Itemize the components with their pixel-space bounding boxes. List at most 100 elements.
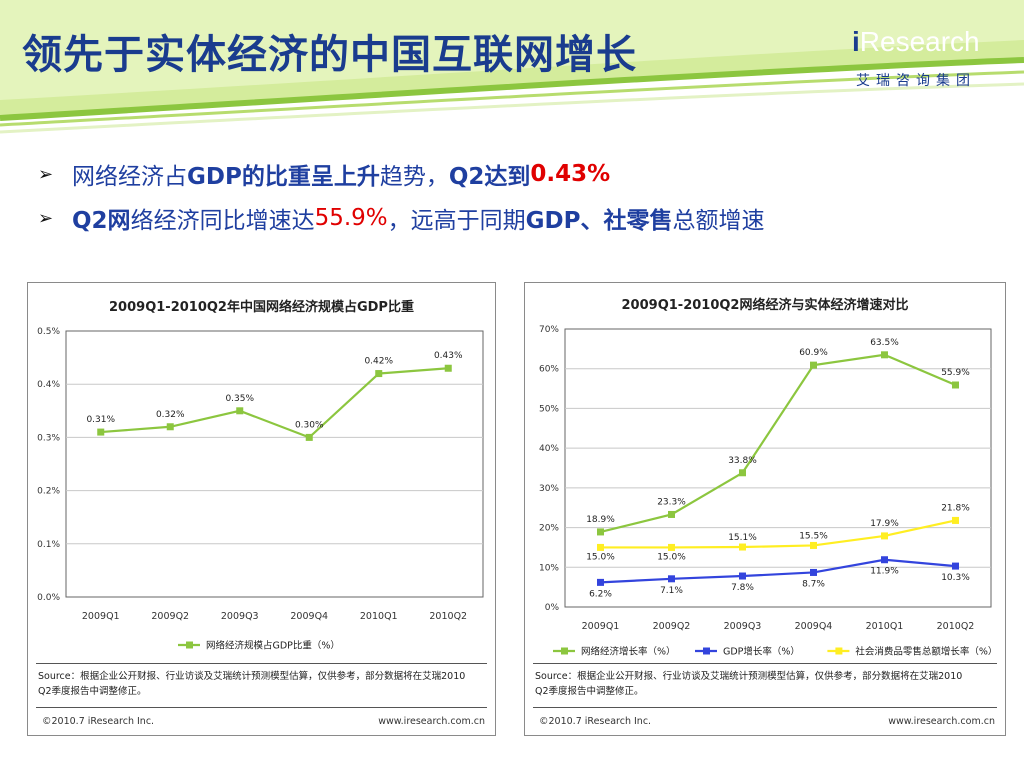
data-point xyxy=(739,469,746,477)
header-background xyxy=(0,0,1024,134)
series-line xyxy=(600,353,956,534)
y-tick-label: 20% xyxy=(539,524,559,534)
y-tick-label: 60% xyxy=(539,365,559,375)
legend-swatch-marker xyxy=(835,647,843,655)
data-point xyxy=(952,381,959,389)
legend-swatch-marker xyxy=(186,641,193,649)
legend-swatch-marker xyxy=(703,647,710,655)
data-point xyxy=(668,510,675,518)
data-point xyxy=(810,361,817,369)
y-tick-label: 30% xyxy=(539,484,559,494)
data-point xyxy=(952,562,959,570)
data-point xyxy=(375,370,383,378)
website-link[interactable]: www.iresearch.com.cn xyxy=(378,716,485,727)
data-point xyxy=(739,543,746,551)
x-tick-label: 2009Q1 xyxy=(82,611,120,622)
series-line xyxy=(100,367,449,439)
data-label: 0.42% xyxy=(364,357,393,367)
data-label: 0.31% xyxy=(86,415,115,425)
divider xyxy=(36,663,487,664)
copyright: ©2010.7 iResearch Inc. xyxy=(539,716,652,727)
data-point xyxy=(97,428,105,436)
y-tick-label: 70% xyxy=(539,325,559,335)
chart-panel-growth-compare: 2009Q1-2010Q2网络经济与实体经济增速对比 0% 10% 20% 30% 40%… xyxy=(524,282,1006,736)
data-point xyxy=(668,575,675,583)
chart-panel-gdp-share: 2009Q1-2010Q2年中国网络经济规模占GDP比重 0.0% 0.1% 0.2%… xyxy=(27,282,496,736)
legend-label: 网络经济规模占GDP比重（%） xyxy=(206,640,340,652)
data-point xyxy=(881,532,888,540)
data-point xyxy=(952,516,959,524)
legend-swatch-marker xyxy=(561,647,568,655)
legend-label: 网络经济增长率（%） xyxy=(581,646,676,658)
data-label: 6.2% xyxy=(589,589,612,599)
bullet-item-1: ➢ 网络经济占 GDP的比重呈上升 趋势， Q2达到 0.43% xyxy=(38,161,611,190)
arrow-bullet-icon: ➢ xyxy=(38,207,54,229)
x-tick-label: 2010Q2 xyxy=(937,621,975,632)
gdp-share-line-chart: 2009Q1-2010Q2年中国网络经济规模占GDP比重 0.0% 0.1% 0.2%… xyxy=(37,299,484,652)
data-label: 0.35% xyxy=(225,394,254,404)
data-label: 15.0% xyxy=(657,552,686,562)
source-note: Source：根据企业公开财报、行业访谈及艾瑞统计预测模型估算，仅供参考，部分数… xyxy=(535,671,963,697)
data-point xyxy=(166,423,174,431)
y-tick-label: 0% xyxy=(545,603,560,613)
copyright: ©2010.7 iResearch Inc. xyxy=(42,716,155,727)
legend-label: GDP增长率（%） xyxy=(723,646,800,658)
plot-area xyxy=(65,330,484,598)
x-tick-label: 2009Q4 xyxy=(795,621,833,632)
source-note: Source：根据企业公开财报、行业访谈及艾瑞统计预测模型估算，仅供参考，部分数… xyxy=(38,671,466,697)
data-label: 11.9% xyxy=(870,567,899,577)
data-label: 23.3% xyxy=(657,497,686,507)
y-tick-label: 0.4% xyxy=(37,380,60,390)
arrow-bullet-icon: ➢ xyxy=(38,163,54,185)
data-label: 55.9% xyxy=(941,368,970,378)
x-tick-label: 2009Q3 xyxy=(724,621,762,632)
data-label: 15.0% xyxy=(586,552,615,562)
logo-wordmark: iResearch xyxy=(852,26,980,57)
data-label: 0.30% xyxy=(295,420,324,430)
data-point xyxy=(597,528,604,536)
data-point xyxy=(444,364,452,372)
data-label: 0.43% xyxy=(434,351,463,361)
y-tick-label: 0.1% xyxy=(37,540,60,550)
y-tick-label: 0.2% xyxy=(37,487,60,497)
x-tick-label: 2010Q2 xyxy=(429,611,467,622)
data-point xyxy=(881,556,888,564)
data-label: 7.8% xyxy=(731,583,754,593)
x-tick-label: 2009Q4 xyxy=(290,611,328,622)
data-label: 15.1% xyxy=(728,533,757,543)
series-line xyxy=(600,558,956,584)
growth-compare-line-chart: 2009Q1-2010Q2网络经济与实体经济增速对比 0% 10% 20% 30% 40%… xyxy=(539,297,997,658)
plot-area xyxy=(564,328,992,608)
data-label: 8.7% xyxy=(802,579,825,589)
data-label: 17.9% xyxy=(870,519,899,529)
y-tick-label: 10% xyxy=(539,563,559,573)
website-link[interactable]: www.iresearch.com.cn xyxy=(888,716,995,727)
divider xyxy=(533,663,997,664)
x-tick-label: 2009Q2 xyxy=(151,611,189,622)
x-tick-label: 2010Q1 xyxy=(866,621,904,632)
bullet-item-2: ➢ Q2网 络经济同比增速达 55.9% ，远高于同期 GDP、社零售 总额增速 xyxy=(38,205,765,234)
data-label: 63.5% xyxy=(870,338,899,348)
x-tick-label: 2009Q1 xyxy=(582,621,620,632)
data-point xyxy=(810,568,817,576)
y-tick-label: 0.3% xyxy=(37,433,60,443)
x-tick-label: 2010Q1 xyxy=(360,611,398,622)
data-point xyxy=(739,572,746,580)
divider xyxy=(533,707,997,708)
chart-title: 2009Q1-2010Q2年中国网络经济规模占GDP比重 xyxy=(109,299,414,315)
y-tick-label: 40% xyxy=(539,444,559,454)
data-label: 33.8% xyxy=(728,456,757,466)
slide-title: 领先于实体经济的中国互联网增长 xyxy=(22,32,637,78)
logo-chinese-name: 艾瑞咨询集团 xyxy=(856,73,976,89)
data-label: 18.9% xyxy=(586,515,615,525)
data-point xyxy=(236,407,244,415)
data-label: 10.3% xyxy=(941,573,970,583)
x-tick-label: 2009Q2 xyxy=(653,621,691,632)
data-label: 0.32% xyxy=(156,410,185,420)
data-label: 7.1% xyxy=(660,586,683,596)
data-label: 21.8% xyxy=(941,503,970,513)
legend-label: 社会消费品零售总额增长率（%） xyxy=(855,646,997,658)
data-point xyxy=(305,433,313,441)
data-point xyxy=(881,351,888,359)
y-tick-label: 50% xyxy=(539,404,559,414)
